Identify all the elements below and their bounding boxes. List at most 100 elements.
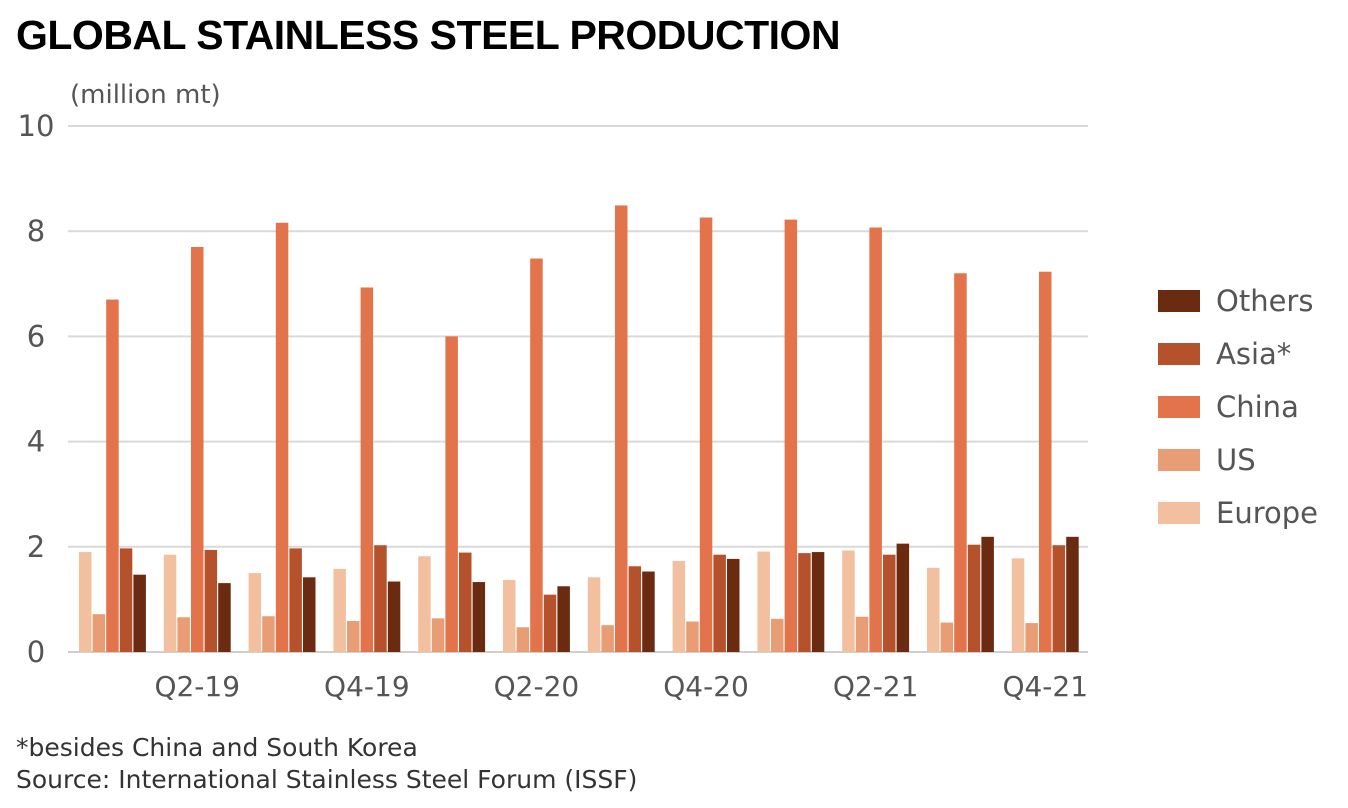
- bar-group-q4-21: [1011, 271, 1079, 652]
- legend-item-others: Others: [1158, 274, 1318, 327]
- source-note: Source: International Stainless Steel Fo…: [16, 765, 638, 794]
- x-tick-label: Q2-20: [494, 670, 580, 703]
- bar-us-q1-20: [431, 618, 445, 652]
- bar-europe-q4-20: [672, 561, 686, 652]
- x-tick-label: Q2-19: [154, 670, 240, 703]
- bar-others-q1-20: [472, 582, 486, 652]
- bar-us-q3-19: [262, 616, 275, 652]
- bar-asia-q4-20: [713, 554, 726, 652]
- y-axis-unit-label: (million mt): [70, 80, 221, 110]
- bar-others-q1-21: [811, 552, 825, 652]
- x-tick-label: Q2-21: [833, 670, 919, 703]
- legend-label-others: Others: [1216, 283, 1314, 318]
- x-tick-label: Q4-20: [663, 670, 749, 703]
- bar-europe-q3-20: [587, 577, 601, 652]
- legend-swatch-us: [1158, 448, 1200, 471]
- bar-china-q2-21: [869, 227, 882, 652]
- bar-china-q1-21: [784, 219, 798, 653]
- bar-europe-q1-21: [757, 551, 770, 652]
- legend: Others Asia* China US Europe: [1158, 274, 1318, 539]
- bar-asia-q3-20: [628, 566, 642, 652]
- bar-china-q3-20: [615, 205, 628, 652]
- bar-group-q4-19: [333, 287, 401, 652]
- y-tick-label: 2: [27, 530, 45, 564]
- bar-europe-q3-19: [248, 573, 262, 652]
- bar-others-q4-21: [1066, 536, 1079, 652]
- bar-group-q2-19: [163, 246, 231, 653]
- legend-item-asia: Asia*: [1158, 327, 1318, 380]
- legend-label-china: China: [1216, 389, 1299, 424]
- footnote: *besides China and South Korea Source: I…: [16, 732, 637, 796]
- bar-asia-q4-19: [374, 545, 387, 652]
- bar-china-q4-19: [360, 287, 374, 652]
- bar-others-q3-20: [642, 571, 655, 652]
- bar-us-q2-19: [177, 617, 190, 652]
- bar-europe-q4-21: [1011, 558, 1025, 652]
- bar-europe-q1-20: [418, 556, 431, 652]
- bar-europe-q4-19: [333, 568, 346, 652]
- bar-others-q2-19: [218, 583, 231, 652]
- bar-group-q1-21: [757, 219, 825, 653]
- bar-asia-q3-19: [289, 548, 302, 652]
- legend-swatch-europe: [1158, 501, 1200, 524]
- y-tick-label: 0: [27, 635, 45, 669]
- bar-asia-q3-21: [967, 544, 981, 652]
- bar-group-q2-20: [503, 258, 570, 652]
- bar-china-q3-19: [275, 222, 289, 652]
- bar-china-q4-20: [699, 217, 713, 653]
- bar-group-q3-20: [587, 205, 655, 652]
- y-tick-label: 10: [18, 109, 55, 143]
- bar-others-q4-19: [387, 581, 401, 652]
- bar-asia-q1-20: [459, 552, 472, 652]
- bar-us-q3-20: [601, 625, 614, 652]
- chart-title: GLOBAL STAINLESS STEEL PRODUCTION: [16, 12, 841, 58]
- bar-others-q3-21: [981, 536, 994, 652]
- y-tick-label: 4: [27, 425, 45, 459]
- bar-others-q4-20: [727, 558, 740, 652]
- y-tick-label: 6: [27, 319, 45, 353]
- bar-asia-q4-21: [1052, 545, 1066, 652]
- bar-asia-q1-19: [119, 548, 133, 652]
- bar-us-q4-21: [1025, 623, 1038, 652]
- y-tick-label: 8: [27, 214, 45, 248]
- bar-china-q2-19: [191, 246, 204, 653]
- legend-swatch-asia: [1158, 342, 1200, 365]
- bar-us-q4-20: [686, 621, 699, 652]
- bar-china-q1-19: [106, 299, 119, 652]
- bar-us-q4-19: [347, 620, 360, 652]
- bar-china-q1-20: [445, 336, 458, 652]
- bar-china-q3-21: [954, 273, 967, 652]
- bar-group-q3-21: [927, 273, 994, 652]
- bar-europe-q2-21: [842, 550, 855, 652]
- bar-others-q1-19: [133, 574, 146, 652]
- bar-asia-q2-20: [543, 594, 557, 652]
- x-tick-label: Q4-19: [324, 670, 410, 703]
- bar-group-q1-19: [79, 299, 146, 652]
- bar-group-q4-20: [672, 217, 740, 653]
- legend-item-china: China: [1158, 380, 1318, 433]
- legend-item-us: US: [1158, 433, 1318, 486]
- bar-china-q4-21: [1039, 271, 1052, 652]
- bar-europe-q1-19: [79, 552, 92, 652]
- bar-others-q2-21: [896, 543, 910, 652]
- x-tick-label: Q4-21: [1002, 670, 1088, 703]
- legend-item-europe: Europe: [1158, 486, 1318, 539]
- bar-us-q1-21: [771, 618, 784, 652]
- y-axis-ticks: 0 2 4 6 8 10: [18, 109, 55, 669]
- bar-europe-q3-21: [927, 567, 940, 652]
- bar-asia-q2-19: [204, 549, 218, 652]
- bar-group-q1-20: [418, 336, 486, 652]
- bar-europe-q2-19: [163, 554, 177, 652]
- bar-china-q2-20: [530, 258, 543, 652]
- legend-swatch-china: [1158, 395, 1200, 418]
- legend-label-europe: Europe: [1216, 495, 1318, 530]
- bar-us-q2-20: [516, 627, 530, 652]
- legend-swatch-others: [1158, 289, 1200, 312]
- legend-label-us: US: [1216, 442, 1256, 477]
- footnote-asterisk: *besides China and South Korea: [16, 733, 418, 762]
- bar-asia-q1-21: [798, 553, 811, 652]
- bar-us-q1-19: [92, 614, 106, 652]
- gridlines: [68, 125, 1088, 653]
- bar-group-q3-19: [248, 222, 316, 652]
- bar-others-q3-19: [303, 577, 316, 652]
